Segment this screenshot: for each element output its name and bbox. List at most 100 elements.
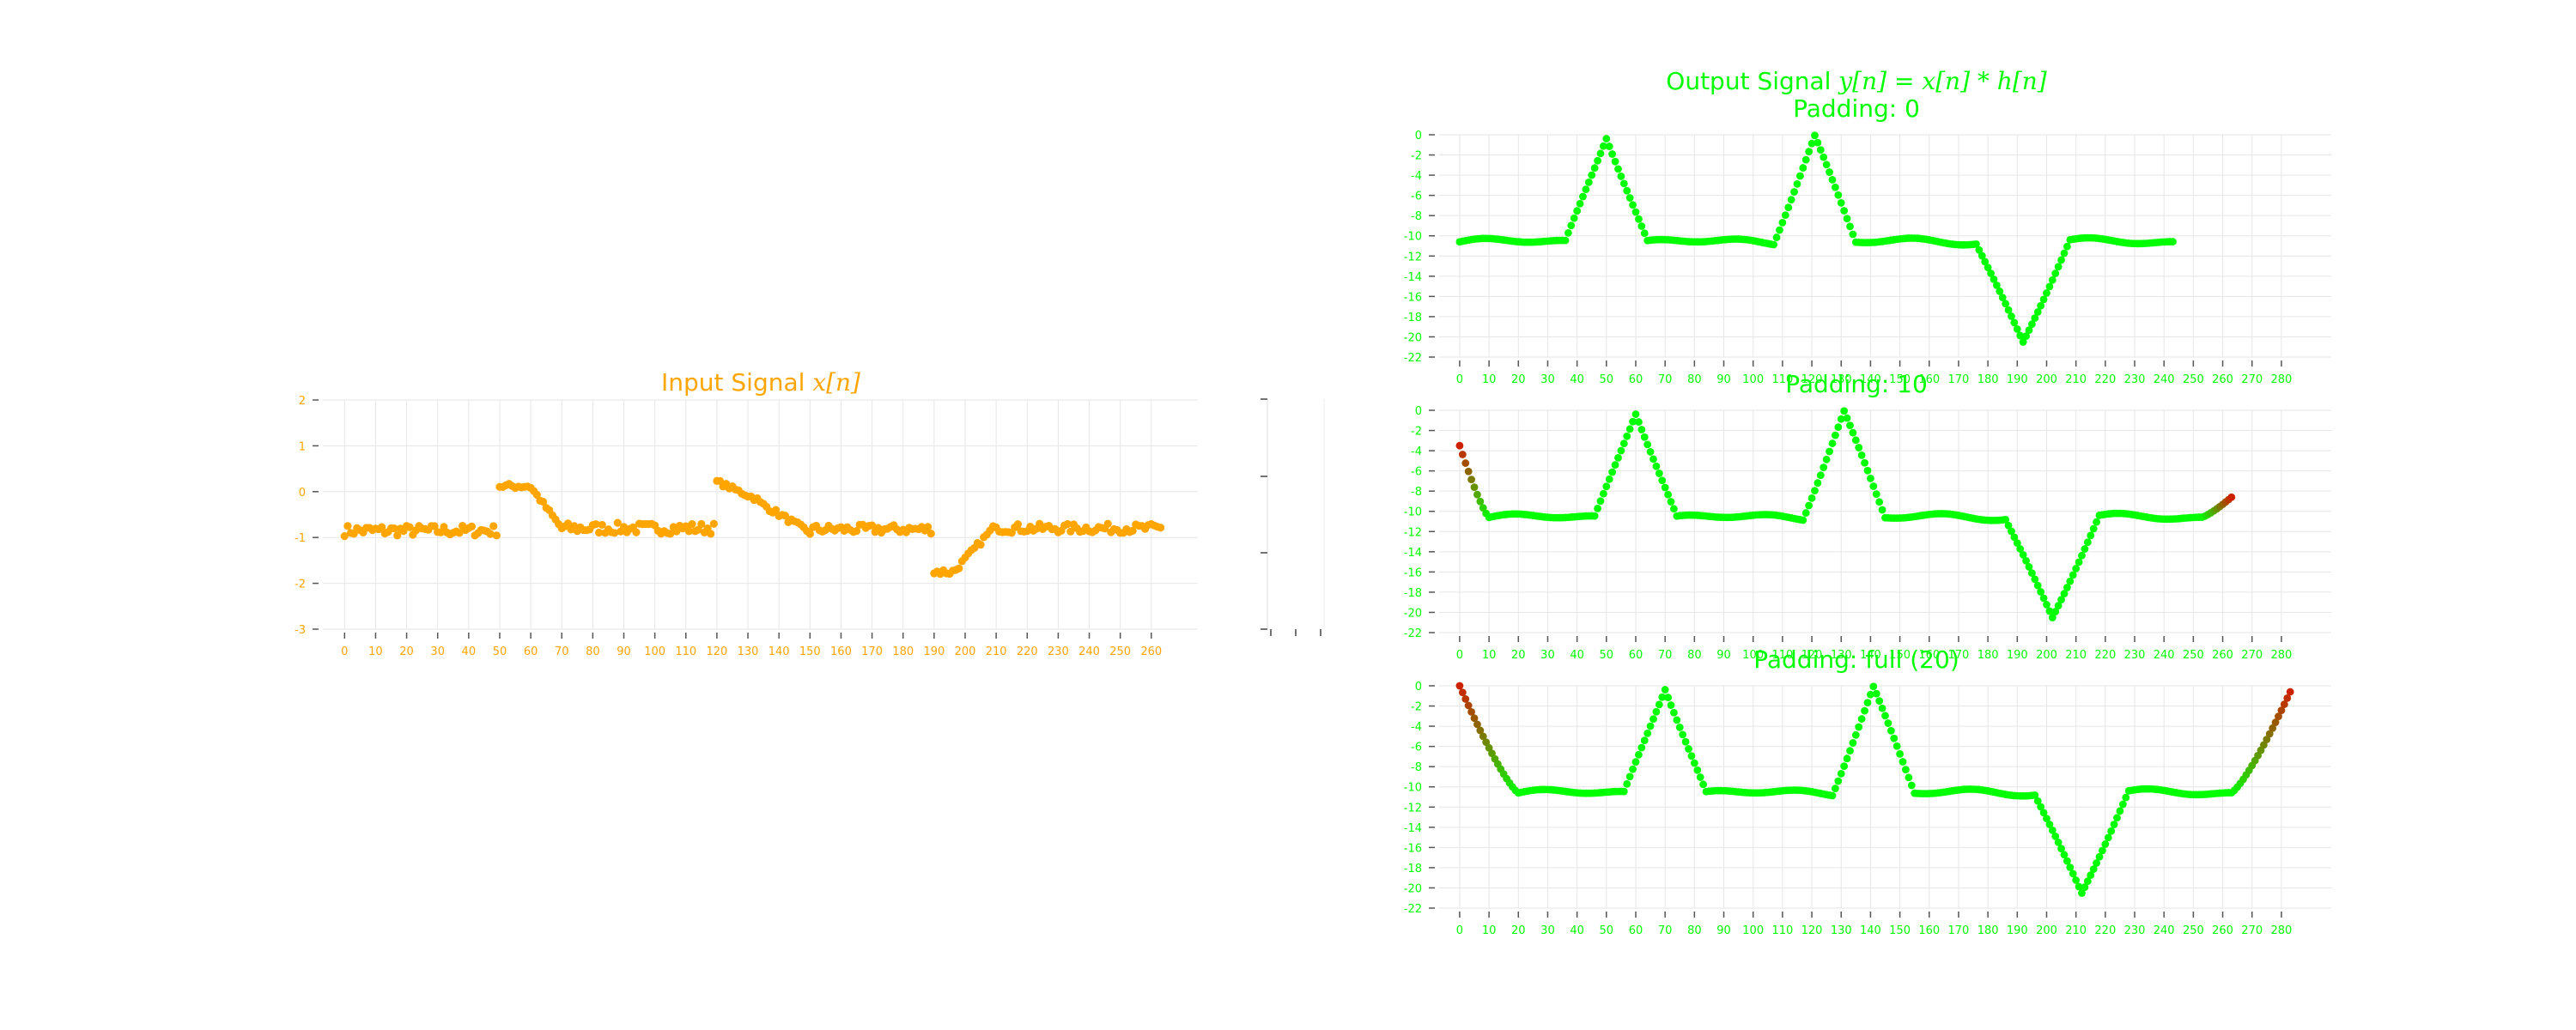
output-point xyxy=(1637,222,1646,230)
output-point xyxy=(2010,318,2019,327)
x-tick-label: 130 xyxy=(738,645,759,658)
output-point xyxy=(1608,150,1617,158)
output-point xyxy=(1617,446,1625,455)
output-point xyxy=(1699,780,1707,789)
y-tick-label: -18 xyxy=(1404,312,1422,324)
output-point xyxy=(1851,730,1860,739)
input-point xyxy=(688,520,696,529)
output-point xyxy=(1814,138,1822,147)
output-point xyxy=(2113,814,2121,822)
output-point xyxy=(1629,417,1637,426)
x-tick-label: 40 xyxy=(1570,649,1584,662)
output-point xyxy=(1479,732,1487,741)
x-tick-label: 230 xyxy=(2124,649,2146,662)
x-tick-label: 210 xyxy=(2065,924,2087,937)
output-point xyxy=(2031,314,2039,323)
output-point xyxy=(1790,188,1798,196)
input-point xyxy=(538,497,548,506)
x-tick-label: 50 xyxy=(493,645,507,658)
output-point xyxy=(1661,483,1669,492)
output-point xyxy=(1631,758,1640,766)
output-point xyxy=(1776,226,1783,234)
input-point xyxy=(563,519,573,528)
x-tick-label: 50 xyxy=(1600,924,1614,937)
output-point xyxy=(1667,498,1675,506)
y-tick-label: -18 xyxy=(1404,863,1422,876)
output-point xyxy=(1837,769,1845,778)
x-tick-label: 150 xyxy=(1889,649,1911,662)
output-point xyxy=(1784,203,1793,212)
output-point xyxy=(2048,614,2057,621)
x-tick-label: 280 xyxy=(2270,649,2292,662)
x-tick-label: 0 xyxy=(1456,924,1463,937)
output-point xyxy=(1461,694,1470,703)
output-point xyxy=(2037,803,2045,811)
input-point xyxy=(707,530,715,538)
x-tick-label: 160 xyxy=(830,645,852,658)
x-tick-label: 50 xyxy=(1600,649,1614,662)
x-tick-label: 90 xyxy=(617,645,631,658)
x-tick-label: 60 xyxy=(1629,373,1643,386)
x-tick-label: 40 xyxy=(462,645,477,658)
output-point xyxy=(2051,832,2060,840)
output-point xyxy=(1846,747,1854,755)
output-point xyxy=(1655,470,1663,477)
output-point xyxy=(1473,490,1481,499)
y-tick-label: -3 xyxy=(295,624,306,637)
output-point xyxy=(2051,270,2060,277)
y-tick-label: -4 xyxy=(1411,170,1422,183)
x-tick-label: 10 xyxy=(1482,924,1497,937)
x-tick-label: 240 xyxy=(2154,649,2175,662)
output-point xyxy=(1637,743,1646,752)
x-tick-label: 10 xyxy=(1482,649,1497,662)
input-point xyxy=(405,523,414,531)
y-tick-label: -2 xyxy=(1411,701,1422,714)
output-point xyxy=(1617,173,1625,180)
output-point xyxy=(1690,759,1698,767)
y-tick-label: -8 xyxy=(1411,210,1422,223)
output-point xyxy=(1896,749,1904,758)
x-tick-label: 90 xyxy=(1716,649,1731,662)
output-plot-padding-0: 0 10 20 30 40 50 60 70 80 90 100 110 120 130 140 150 160… xyxy=(1404,130,2331,386)
output-point xyxy=(1907,781,1916,790)
x-tick-label: 150 xyxy=(1889,924,1911,937)
output-point xyxy=(2027,320,2036,329)
input-chart-title: Input Signal x[n] xyxy=(661,368,860,397)
output-point xyxy=(1608,468,1617,476)
x-tick-label: 210 xyxy=(2065,373,2087,386)
x-tick-label: 90 xyxy=(1716,373,1731,386)
output-point xyxy=(2039,809,2048,817)
output-point xyxy=(1996,288,2004,295)
output-point xyxy=(2075,558,2083,566)
output-point xyxy=(1801,155,1810,164)
output-point xyxy=(2019,338,2027,346)
output-point xyxy=(1696,773,1704,781)
output-point xyxy=(1643,440,1652,449)
output-point xyxy=(2271,718,2280,726)
output-point xyxy=(1869,482,1878,490)
y-tick-label: 0 xyxy=(1415,130,1422,142)
output-point xyxy=(1576,199,1584,208)
x-tick-label: 160 xyxy=(1918,373,1940,386)
output-point xyxy=(2051,608,2060,615)
x-tick-label: 220 xyxy=(2094,649,2116,662)
output-point xyxy=(1811,487,1819,495)
x-tick-label: 180 xyxy=(892,645,914,658)
output-point xyxy=(1778,218,1787,227)
output-point xyxy=(1649,455,1657,464)
output-point xyxy=(1687,752,1696,760)
x-tick-label: 60 xyxy=(524,645,538,658)
x-tick-label: 220 xyxy=(2094,373,2116,386)
output-point xyxy=(2107,827,2116,835)
x-tick-label: 70 xyxy=(1658,373,1673,386)
y-tick-label: -4 xyxy=(1411,721,1422,734)
input-signal-plot: 0 10 20 30 40 50 60 70 80 90 100 110 120 130 140 150 160… xyxy=(295,395,1198,658)
output-point xyxy=(2031,791,2039,799)
x-tick-label: 20 xyxy=(1511,649,1526,662)
x-tick-label: 120 xyxy=(1801,924,1823,937)
output-point xyxy=(2013,539,2021,548)
input-point xyxy=(1157,524,1165,532)
output-point xyxy=(1834,191,1843,199)
output-chart-title: Output Signal y[n] = x[n] * h[n] xyxy=(1666,67,2047,95)
